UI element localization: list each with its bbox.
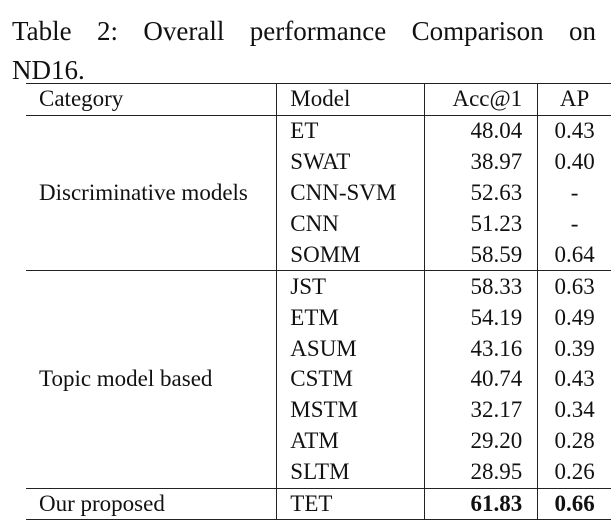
table-row: ATM 29.20 0.28 <box>26 425 611 457</box>
ap-cell: - <box>570 211 579 236</box>
table-row: CSTM 40.74 0.43 <box>26 364 611 395</box>
ap-cell: 0.43 <box>554 366 595 392</box>
model-cell: ET <box>276 115 425 147</box>
ap-cell: 0.26 <box>554 459 595 485</box>
ap-cell: - <box>570 180 579 206</box>
table-row: Discriminative models ET 48.04 0.43 <box>26 115 611 271</box>
acc-cell: 43.16 <box>424 333 539 365</box>
table-caption: Table 2: Overall performance Comparison … <box>12 16 596 46</box>
model-cell: ATM <box>276 425 425 457</box>
header-model: Model <box>276 83 425 116</box>
table-row: Topic model based JST 58.33 0.63 <box>26 270 611 489</box>
ap-cell: 0.34 <box>554 397 595 423</box>
table-row: Our proposed TET 61.83 0.66 <box>26 487 611 521</box>
acc-cell: 48.04 <box>424 115 539 147</box>
model-cell: CSTM <box>276 364 425 395</box>
acc-cell: 28.95 <box>424 456 539 489</box>
table-header-row: Category Model Acc@1 AP <box>26 83 611 116</box>
category-cell: Our proposed <box>26 487 278 521</box>
ap-cell: 0.63 <box>537 270 611 303</box>
category-cell: Topic model based <box>26 270 278 489</box>
acc-cell: 58.33 <box>424 270 539 303</box>
model-cell: ASUM <box>276 333 425 365</box>
ap-cell: 0.49 <box>554 304 595 330</box>
header-acc: Acc@1 <box>424 83 539 116</box>
ap-cell: 0.43 <box>554 118 595 144</box>
model-cell: SOMM <box>276 239 425 271</box>
table-row: SWAT 38.97 0.40 <box>26 146 611 178</box>
results-table: Category Model Acc@1 AP Discriminative m… <box>26 83 611 521</box>
ap-cell: 0.39 <box>554 335 595 361</box>
acc-cell: 52.63 <box>424 177 539 209</box>
model-cell: MSTM <box>276 394 425 426</box>
acc-cell: 61.83 <box>424 487 539 521</box>
table-row: SLTM 28.95 0.26 <box>26 456 611 489</box>
table-caption-continued: ND16. <box>12 55 85 85</box>
ap-cell: 0.64 <box>554 241 595 267</box>
table-row: ASUM 43.16 0.39 <box>26 333 611 365</box>
model-cell: CNN <box>276 208 425 240</box>
table-row: ETM 54.19 0.49 <box>26 302 611 334</box>
header-ap: AP <box>537 83 611 116</box>
model-cell: SWAT <box>276 146 425 178</box>
table-body: Discriminative models ET 48.04 0.43 SWAT 38.9… <box>26 115 611 521</box>
acc-cell: 38.97 <box>424 146 539 178</box>
category-cell: Discriminative models <box>26 115 278 271</box>
model-cell: CNN-SVM <box>276 177 425 209</box>
acc-cell: 32.17 <box>424 394 539 426</box>
acc-cell: 58.59 <box>424 239 539 271</box>
acc-cell: 51.23 <box>424 208 539 240</box>
header-category: Category <box>26 83 278 116</box>
table-row: CNN 51.23 - <box>26 208 611 240</box>
acc-cell: 29.20 <box>424 425 539 457</box>
acc-cell: 40.74 <box>424 364 539 395</box>
model-cell: SLTM <box>276 456 425 489</box>
acc-cell: 54.19 <box>424 302 539 334</box>
ap-cell: 0.66 <box>537 487 611 521</box>
model-cell: TET <box>276 487 425 521</box>
model-cell: ETM <box>276 302 425 334</box>
model-cell: JST <box>276 270 425 303</box>
table-row: CNN-SVM 52.63 - <box>26 177 611 209</box>
ap-cell: 0.28 <box>554 428 595 454</box>
table-row: MSTM 32.17 0.34 <box>26 394 611 426</box>
table-row: SOMM 58.59 0.64 <box>26 239 611 271</box>
ap-cell: 0.40 <box>554 149 595 175</box>
